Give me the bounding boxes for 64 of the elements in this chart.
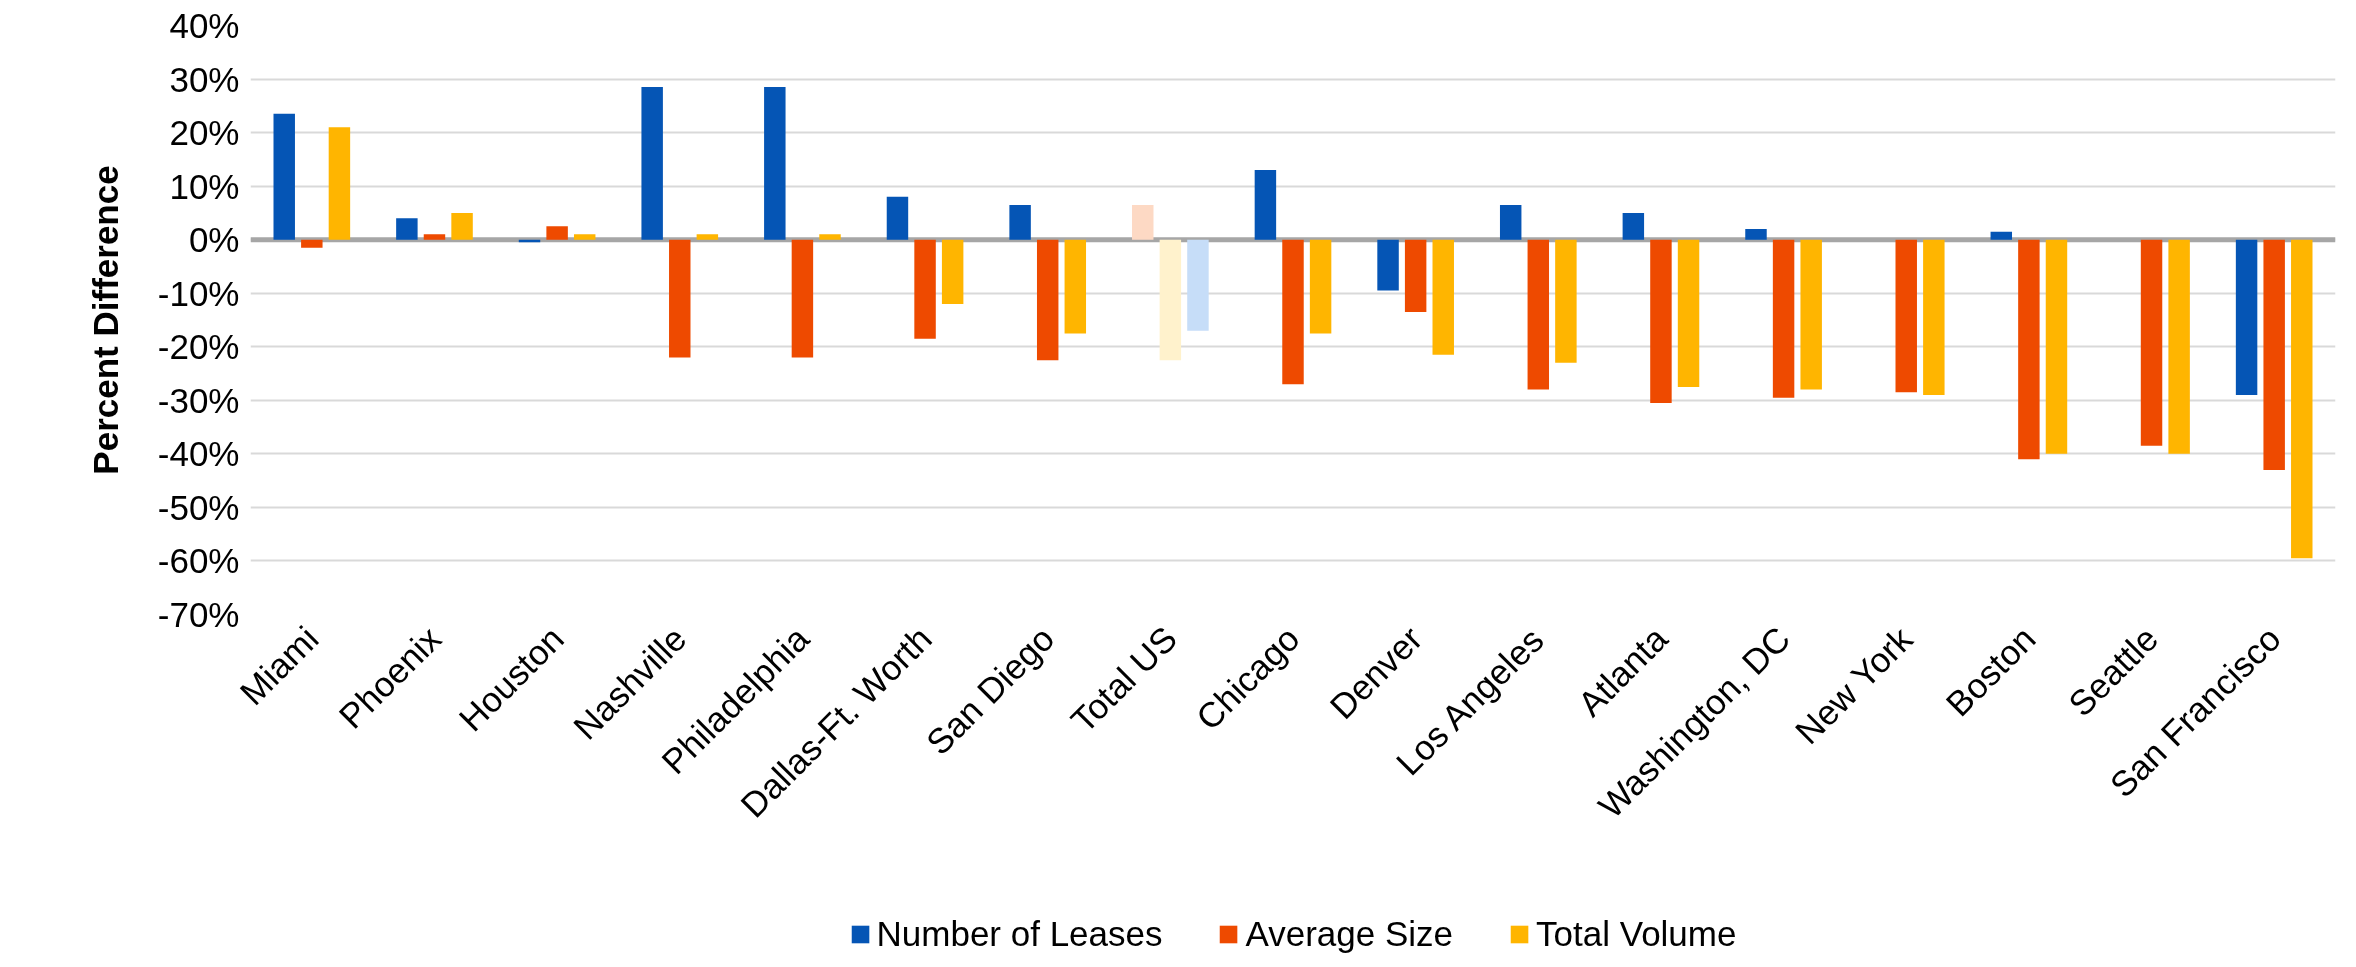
bar (886, 196, 909, 240)
bar (1555, 239, 1577, 363)
bar (2263, 239, 2285, 470)
bar (2235, 239, 2258, 395)
bar (1800, 239, 1822, 390)
bar (1745, 228, 1767, 240)
bar (1009, 204, 1031, 240)
y-axis-title: Percent Difference (85, 165, 125, 475)
bar (451, 212, 473, 240)
bar (914, 239, 936, 339)
bar (2045, 239, 2068, 454)
bar (1772, 239, 1795, 398)
y-tick-label: -50% (157, 487, 240, 527)
bar (669, 239, 691, 358)
y-tick-label: 30% (169, 59, 240, 99)
legend-label: Average Size (1245, 914, 1454, 954)
y-tick-label: 40% (169, 6, 240, 45)
bar (1923, 239, 1945, 395)
y-tick-label: -70% (157, 595, 240, 634)
bar (1432, 239, 1454, 355)
bar (396, 218, 418, 240)
bar (819, 234, 841, 240)
bar (641, 87, 663, 240)
bar (546, 226, 568, 240)
bar (2018, 239, 2040, 460)
bar (1282, 239, 1304, 385)
bar (1254, 170, 1277, 240)
bar (273, 113, 295, 240)
bar (1309, 239, 1332, 334)
y-tick-label: 20% (169, 113, 240, 153)
bar (1377, 239, 1399, 291)
bar (941, 239, 964, 304)
bar (1404, 239, 1427, 312)
bar (2168, 239, 2190, 454)
y-tick-label: -30% (157, 380, 240, 420)
bar (1132, 204, 1154, 240)
y-tick-label: -40% (157, 434, 240, 474)
bar (1187, 239, 1209, 331)
bar (328, 127, 351, 240)
bar (2140, 239, 2163, 446)
legend-label: Total Volume (1536, 914, 1737, 954)
bar (301, 239, 323, 248)
bar (1622, 212, 1645, 240)
bar (764, 87, 786, 240)
bar (1677, 239, 1700, 387)
bar (1159, 239, 1182, 361)
y-tick-label: 0% (188, 220, 240, 260)
bar (791, 239, 814, 358)
bar (1499, 204, 1522, 240)
bar (696, 234, 719, 240)
bar (573, 234, 596, 240)
bar (1527, 239, 1550, 390)
y-tick-label: 10% (169, 166, 240, 206)
bar (2291, 239, 2313, 559)
bar (1990, 231, 2013, 240)
y-tick-label: -60% (157, 541, 240, 581)
bar (423, 234, 446, 240)
legend-label: Number of Leases (876, 914, 1163, 954)
bar (1895, 239, 1917, 393)
bar (1064, 239, 1087, 334)
bar (1650, 239, 1672, 403)
bar (1036, 239, 1059, 361)
y-tick-label: -20% (157, 327, 240, 367)
y-tick-label: -10% (157, 273, 240, 313)
